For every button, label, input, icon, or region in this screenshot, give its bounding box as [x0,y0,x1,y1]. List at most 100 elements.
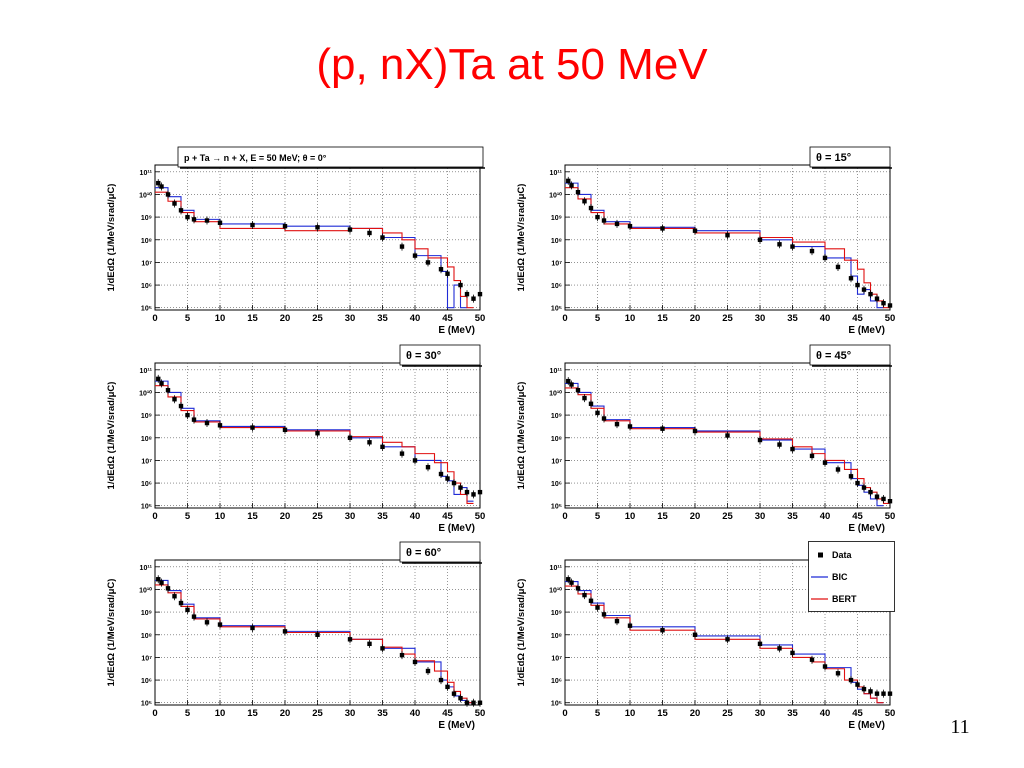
data-point [471,296,476,301]
x-tick-label: 50 [475,313,486,324]
data-point [172,201,177,206]
y-tick-label: 10¹⁰ [549,586,562,594]
x-tick-label: 5 [595,511,601,522]
data-point [347,637,353,642]
data-point [399,244,405,249]
data-point [614,421,620,427]
x-tick-label: 35 [377,313,388,324]
spectrum-panel-0deg: 0 5 10 15 20 25 30 35 40 45 50 10⁵ 10⁶ 10⁷ 10⁸ 10⁹ 10¹⁰ 1… [106,146,486,336]
x-tick-label: 35 [787,313,798,324]
x-tick-label: 15 [247,313,258,324]
data-point [881,691,886,696]
data-point [569,183,574,188]
x-tick-label: 10 [625,708,636,719]
data-point [204,218,210,223]
data-point [185,607,190,613]
y-tick-label: 10⁸ [551,633,562,640]
x-tick-label: 25 [312,313,323,324]
data-point [464,700,470,705]
x-tick-label: 40 [820,313,831,324]
data-point [438,267,444,272]
data-point [881,496,886,502]
data-point [315,632,320,637]
data-point [588,401,594,406]
y-axis-label: 1/dEdΩ (1/MeV/srad/μC) [106,382,117,490]
x-tick-label: 20 [280,708,291,719]
x-tick-label: 50 [885,313,896,324]
y-axis-label: 1/dEdΩ (1/MeV/srad/μC) [106,184,117,292]
data-point [178,600,184,606]
data-point [438,677,444,683]
y-tick-label: 10¹⁰ [139,389,152,397]
data-point [725,637,730,642]
data-point [725,233,730,238]
y-tick-label: 10⁶ [141,678,152,685]
x-tick-label: 0 [562,313,567,324]
x-axis-label: E (MeV) [848,325,885,336]
data-point [165,586,171,591]
y-tick-label: 10⁷ [551,458,562,465]
data-point [367,230,372,236]
data-point [380,444,385,450]
data-point [191,614,197,619]
data-point [250,425,255,430]
data-point [566,378,571,384]
data-point [692,428,698,434]
data-point [822,460,828,465]
x-tick-label: 45 [852,511,863,522]
y-tick-label: 10¹¹ [550,170,563,177]
data-point [627,424,633,429]
page-number: 11 [950,716,970,738]
data-point [569,580,574,585]
spectrum-panel-45deg: 0 5 10 15 20 25 30 35 40 45 50 10⁵ 10⁶ 10⁷ 10⁸ 10⁹ 10¹⁰ 1… [516,344,895,534]
data-point [347,435,353,440]
data-point [159,381,164,386]
panel-annotation: θ = 60° [406,547,441,559]
data-point [367,641,372,647]
data-point [282,223,288,229]
data-point [582,592,587,598]
x-tick-label: 20 [690,708,701,719]
data-point [627,623,633,628]
x-tick-label: 45 [442,708,453,719]
y-axis-label: 1/dEdΩ (1/MeV/srad/μC) [106,579,117,687]
y-tick-label: 10⁷ [551,655,562,662]
x-tick-label: 15 [247,511,258,522]
y-axis-label: 1/dEdΩ (1/MeV/srad/μC) [516,184,527,292]
data-point [185,412,190,418]
data-point [790,446,795,452]
x-tick-label: 0 [562,708,567,719]
data-point [451,691,457,696]
y-tick-label: 10⁹ [141,413,152,420]
data-point [835,671,841,676]
data-point [380,646,385,651]
y-tick-label: 10⁶ [141,481,152,488]
data-point [848,474,854,479]
data-point [282,629,288,634]
series-bert [155,584,474,704]
x-axis-label: E (MeV) [438,523,475,534]
y-tick-label: 10⁸ [551,436,562,443]
x-tick-label: 35 [377,708,388,719]
data-point [595,410,600,416]
data-point [855,480,860,486]
data-point [458,696,463,701]
data-point [874,691,880,696]
y-tick-label: 10¹¹ [140,368,153,375]
x-tick-label: 10 [215,313,226,324]
annotation-box [177,146,484,168]
data-point [861,485,867,490]
x-tick-label: 45 [442,313,453,324]
data-point [380,235,385,240]
y-tick-label: 10⁵ [551,504,562,511]
x-tick-label: 10 [625,313,636,324]
data-point [159,184,164,189]
data-point [575,189,581,195]
x-axis-label: E (MeV) [848,720,885,731]
x-tick-label: 10 [625,511,636,522]
data-point [425,260,431,265]
data-point [790,244,795,249]
data-point [315,225,320,230]
x-tick-label: 50 [475,708,486,719]
x-axis-label: E (MeV) [438,720,475,731]
